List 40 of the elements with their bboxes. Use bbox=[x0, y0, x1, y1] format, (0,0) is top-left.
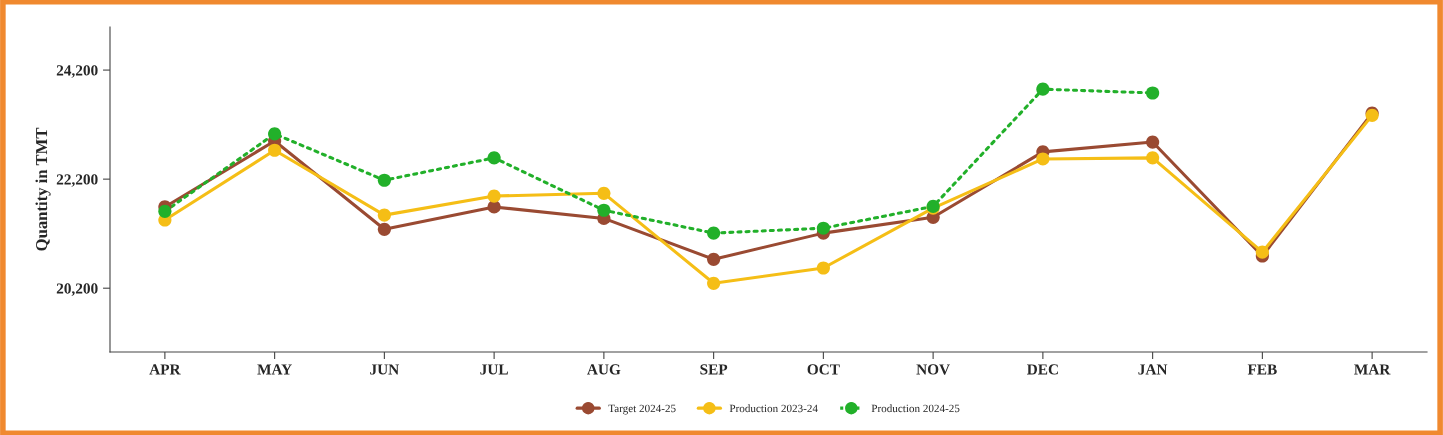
legend-label: Target 2024-25 bbox=[608, 404, 676, 415]
x-tick-label: MAY bbox=[257, 364, 292, 375]
x-tick-label: AUG bbox=[587, 364, 621, 375]
point bbox=[1146, 151, 1160, 165]
legend-label: Production 2024-25 bbox=[871, 404, 960, 413]
point bbox=[597, 203, 611, 217]
y-tick-label: 24,200 bbox=[56, 65, 98, 78]
point bbox=[1036, 82, 1050, 96]
y-tick-label: 22,200 bbox=[56, 174, 98, 187]
point bbox=[1036, 152, 1050, 166]
point bbox=[816, 221, 830, 235]
point bbox=[377, 173, 391, 187]
point bbox=[1255, 245, 1269, 259]
point bbox=[707, 226, 721, 240]
x-tick-label: FEB bbox=[1247, 364, 1277, 375]
legend-label: Production 2023-24 bbox=[729, 404, 818, 413]
y-tick-label: 20,200 bbox=[56, 283, 98, 296]
x-tick-label: JUL bbox=[480, 364, 508, 375]
point bbox=[487, 151, 501, 165]
x-tick-label: APR bbox=[149, 364, 181, 375]
point bbox=[597, 186, 611, 200]
point bbox=[816, 261, 830, 275]
point bbox=[268, 143, 282, 157]
point bbox=[707, 276, 721, 290]
point bbox=[377, 222, 391, 236]
point bbox=[707, 252, 721, 266]
x-tick-label: OCT bbox=[807, 364, 840, 375]
point bbox=[1146, 86, 1160, 100]
x-tick-label: MAR bbox=[1354, 364, 1391, 375]
point bbox=[377, 208, 391, 222]
point bbox=[268, 127, 282, 141]
point bbox=[487, 189, 501, 203]
x-tick-label: SEP bbox=[700, 364, 728, 375]
y-axis-title: Quantity in TMT bbox=[35, 127, 51, 251]
x-tick-label: JUN bbox=[370, 364, 400, 375]
point bbox=[1146, 135, 1160, 149]
x-tick-label: NOV bbox=[916, 364, 950, 375]
point bbox=[158, 204, 172, 218]
x-tick-label: JAN bbox=[1138, 364, 1168, 375]
x-tick-label: DEC bbox=[1027, 364, 1058, 375]
